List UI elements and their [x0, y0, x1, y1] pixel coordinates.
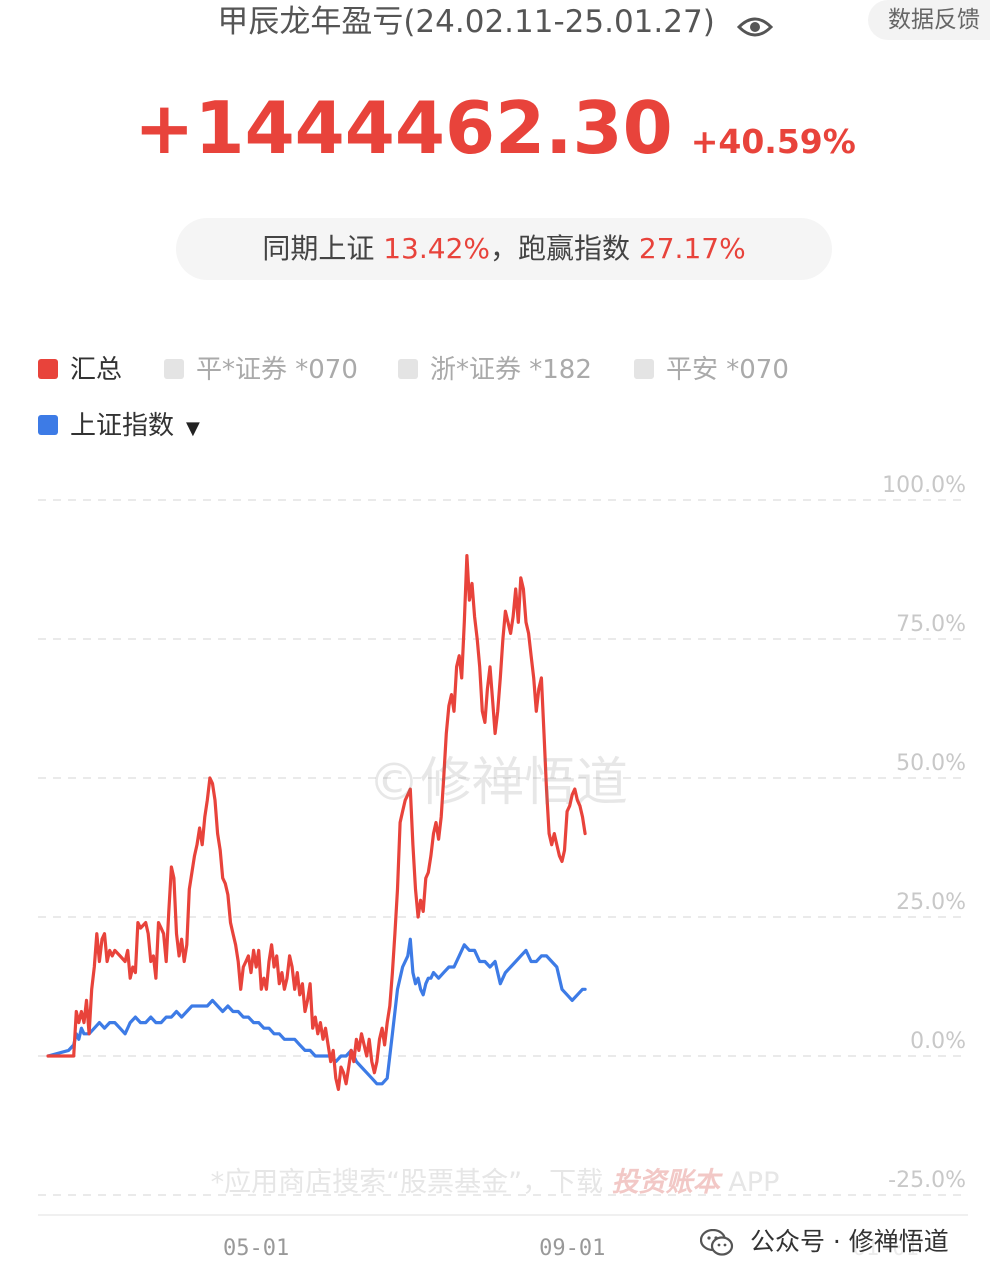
y-tick-label: 0.0% [910, 1029, 966, 1054]
profit-amount: +1444462.30 [134, 86, 673, 170]
compare-mid: ，跑赢指数 [490, 232, 631, 265]
chart-grid [38, 499, 968, 1216]
series-line-total [46, 554, 587, 1091]
y-tick-label: 75.0% [896, 612, 966, 637]
title-text: 甲辰龙年盈亏(24.02.11-25.01.27) [217, 4, 715, 40]
page-title: 甲辰龙年盈亏(24.02.11-25.01.27) [0, 0, 990, 44]
promo-suffix: APP [728, 1167, 780, 1198]
legend-item-account-2[interactable]: 浙*证券 *182 [398, 352, 592, 388]
watermark-text: ©修禅悟道 [368, 753, 629, 813]
wechat-icon [699, 1228, 734, 1257]
legend-swatch-account-3 [634, 358, 654, 379]
legend-item-account-3[interactable]: 平安 *070 [634, 352, 789, 388]
data-feedback-button[interactable]: 数据反馈 [868, 0, 990, 40]
legend-item-total[interactable]: 汇总 [38, 352, 122, 388]
profit-percent: +40.59% [690, 122, 856, 161]
index-comparison: 同期上证 13.42%，跑赢指数 27.17% [176, 218, 832, 280]
legend-label: 浙*证券 *182 [430, 355, 592, 385]
profit-summary: +1444462.30 +40.59% [0, 86, 990, 186]
legend-swatch-total [38, 358, 58, 379]
y-axis-ticks: 100.0% 75.0% 50.0% 25.0% 0.0% -25.0% [882, 473, 966, 1193]
dropdown-caret-icon[interactable]: ▼ [186, 418, 200, 439]
y-tick-label: -25.0% [888, 1168, 966, 1193]
index-percent: 13.42% [383, 232, 490, 265]
wechat-label: 公众号 · 修禅悟道 [749, 1227, 949, 1256]
legend-swatch-account-1 [164, 358, 184, 379]
legend-label: 平*证券 *070 [196, 355, 358, 385]
y-tick-label: 50.0% [896, 751, 966, 776]
legend-swatch-index [38, 414, 58, 435]
y-tick-label: 100.0% [882, 473, 966, 498]
promo-brand: 投资账本 [611, 1167, 720, 1198]
chart-legend: 汇总 平*证券 *070 浙*证券 *182 平安 *070 上证指数 ▼ [38, 352, 968, 442]
chart-series [46, 554, 587, 1091]
app-promo-note: *应用商店搜索“股票基金”，下载 投资账本 APP [0, 1160, 990, 1199]
y-tick-label: 25.0% [896, 890, 966, 915]
legend-swatch-account-2 [398, 358, 418, 379]
beat-percent: 27.17% [638, 232, 746, 265]
legend-label: 汇总 [70, 355, 123, 385]
x-tick-label: 09-01 [539, 1236, 605, 1260]
compare-prefix: 同期上证 [262, 232, 375, 265]
wechat-account-tag: 公众号 · 修禅悟道 [699, 1222, 969, 1258]
legend-item-account-1[interactable]: 平*证券 *070 [164, 352, 358, 388]
x-tick-label: 05-01 [223, 1236, 289, 1260]
profit-line-chart: 100.0% 75.0% 50.0% 25.0% 0.0% -25.0% 05-01 09-… [38, 473, 968, 1260]
legend-label: 平安 *070 [666, 355, 789, 385]
eye-icon[interactable] [736, 8, 773, 36]
legend-label: 上证指数 [70, 411, 175, 441]
promo-text: *应用商店搜索“股票基金”，下载 [210, 1167, 604, 1198]
legend-item-index[interactable]: 上证指数 ▼ [38, 408, 200, 447]
